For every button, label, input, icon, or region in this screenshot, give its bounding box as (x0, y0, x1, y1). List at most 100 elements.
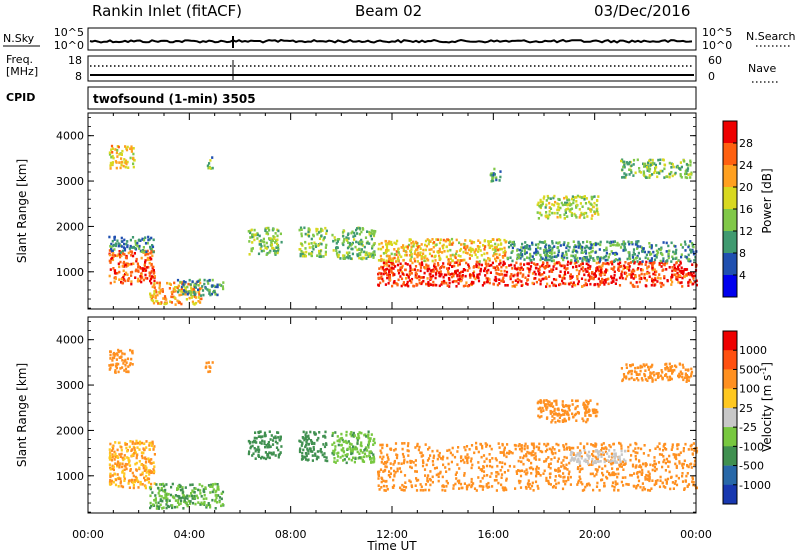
power-cell (452, 274, 455, 278)
velocity-cell (451, 453, 454, 457)
power-cell (415, 253, 418, 257)
velocity-cell (565, 456, 568, 460)
velocity-cell (503, 454, 506, 457)
power-cell (520, 284, 523, 287)
power-cell (578, 216, 581, 219)
power-cell (495, 272, 498, 275)
power-cell (144, 273, 147, 277)
power-cell (588, 267, 591, 270)
velocity-cell (135, 439, 138, 443)
power-cell (323, 236, 326, 239)
velocity-cell (600, 443, 603, 446)
velocity-cell (421, 454, 425, 457)
power-cell (516, 257, 519, 261)
power-cell (312, 247, 315, 251)
velocity-cell (528, 466, 531, 470)
velocity-cell (611, 467, 614, 470)
velocity-cell (304, 452, 308, 455)
power-cell (432, 283, 435, 287)
power-cell (650, 244, 653, 247)
power-cell (521, 242, 524, 246)
velocity-cell (422, 489, 425, 492)
power-cell (567, 198, 570, 201)
velocity-cell (364, 446, 368, 449)
power-cell (463, 246, 466, 249)
velocity-cell (669, 476, 673, 479)
velocity-cell (486, 474, 489, 477)
power-cell (318, 249, 321, 253)
power-cell (636, 245, 639, 248)
power-cell (426, 267, 429, 271)
velocity-cell (421, 459, 425, 462)
velocity-cell (686, 378, 689, 382)
power-cell (165, 302, 168, 305)
velocity-cell (690, 443, 693, 447)
power-cell (569, 274, 572, 278)
velocity-cell (136, 453, 139, 456)
power-cell (545, 258, 548, 262)
velocity-cell (365, 435, 368, 438)
velocity-cell (586, 482, 589, 486)
velocity-cell (176, 505, 179, 509)
power-cell (566, 267, 569, 270)
power-cell (111, 163, 114, 166)
power-cell (614, 282, 617, 285)
velocity-cell (568, 448, 572, 451)
velocity-cell (644, 464, 647, 468)
velocity-cell (597, 455, 600, 459)
power-cell (684, 172, 687, 176)
power-cell (152, 238, 155, 242)
velocity-cell (182, 496, 185, 499)
power-cell (575, 196, 578, 199)
velocity-cell (165, 483, 168, 486)
power-cell (667, 244, 670, 248)
power-cell (472, 272, 475, 275)
velocity-cell (583, 405, 586, 409)
power-cell (612, 280, 615, 283)
power-cell (619, 261, 622, 264)
velocity-cell (567, 413, 570, 417)
power-cell (396, 263, 400, 267)
power-cell (521, 255, 524, 258)
power-cell (120, 281, 123, 284)
velocity-cell (158, 483, 162, 486)
power-cell (342, 234, 345, 238)
velocity-cell (525, 453, 528, 456)
velocity-cell (331, 451, 334, 455)
power-cell (503, 249, 507, 253)
velocity-cell (301, 451, 304, 455)
velocity-cell (351, 451, 354, 455)
power-cell (386, 264, 389, 267)
velocity-cell (363, 449, 366, 452)
velocity-cell (549, 409, 552, 413)
power-cell (652, 250, 655, 254)
power-cell (381, 245, 384, 249)
power-cell (545, 285, 548, 288)
power-cell (680, 243, 683, 246)
power-cell (581, 285, 584, 288)
power-cell (358, 226, 361, 230)
power-cell (533, 270, 536, 274)
power-cell (430, 275, 433, 279)
velocity-cell (177, 487, 180, 491)
velocity-cell (600, 448, 603, 452)
velocity-cell (191, 483, 194, 486)
velocity-cell (108, 463, 111, 466)
power-cell (573, 196, 577, 199)
power-cell (689, 259, 692, 263)
velocity-cell (113, 356, 116, 360)
velocity-cell (530, 461, 533, 465)
power-cell (418, 262, 421, 265)
power-cell (647, 161, 650, 165)
velocity-cell (692, 481, 695, 484)
power-cell (308, 246, 311, 249)
velocity-cell (336, 455, 340, 458)
power-cell (222, 287, 225, 291)
velocity-cell (276, 431, 279, 434)
velocity-cell (126, 449, 129, 453)
velocity-cell (523, 444, 526, 448)
power-cell (325, 243, 328, 247)
velocity-cell (460, 486, 463, 490)
power-cell (574, 214, 577, 217)
power-cell (432, 245, 435, 249)
